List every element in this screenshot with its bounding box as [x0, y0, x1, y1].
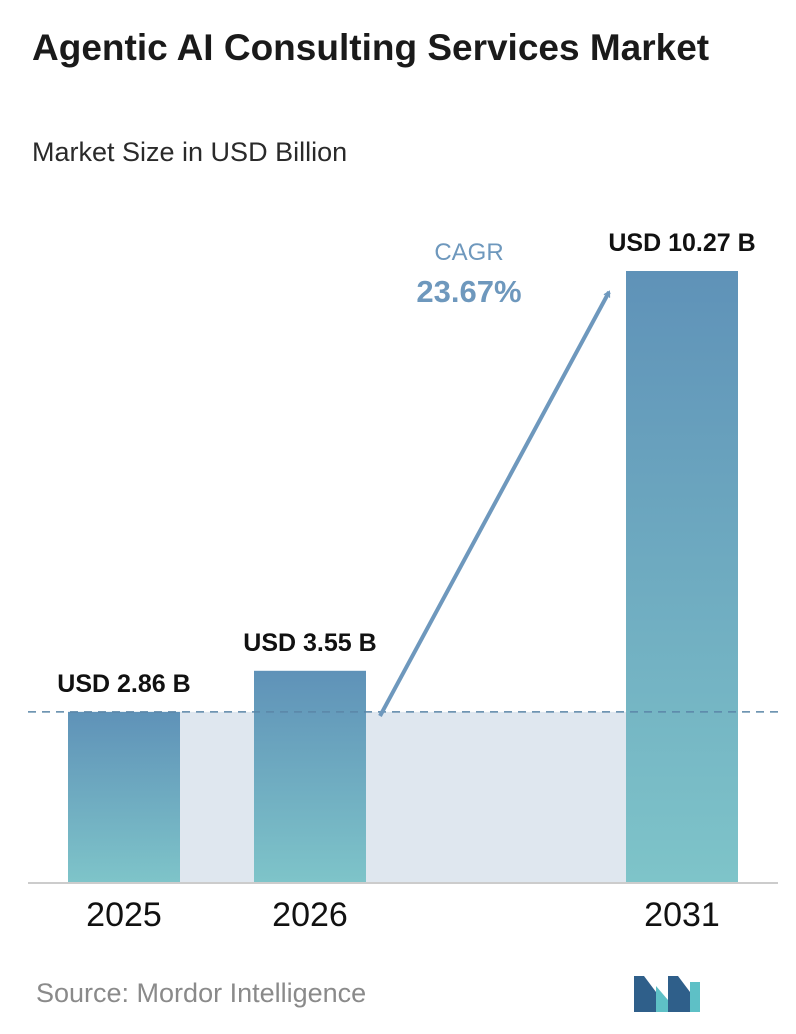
value-label-group: USD 2.86 B USD 3.55 B USD 10.27 B — [57, 229, 755, 698]
value-label-2026: USD 3.55 B — [243, 629, 376, 657]
baseline-band — [366, 711, 626, 882]
bar-2031 — [626, 271, 738, 882]
source-text: Source: Mordor Intelligence — [36, 978, 367, 1008]
x-tick-label-2025: 2025 — [86, 896, 162, 934]
cagr-arrow — [378, 290, 611, 717]
bar-2025 — [68, 711, 180, 882]
chart-title: Agentic AI Consulting Services Market — [32, 27, 710, 68]
chart-subtitle: Market Size in USD Billion — [32, 137, 348, 167]
bar-2026 — [254, 670, 366, 882]
baseline-band — [180, 711, 254, 882]
value-label-2025: USD 2.86 B — [57, 670, 190, 698]
x-tick-label-2026: 2026 — [272, 896, 348, 934]
mordor-intelligence-logo-icon — [634, 976, 700, 1012]
x-tick-label-group: 2025 2026 2031 — [86, 896, 720, 934]
bar-chart: USD 2.86 B USD 3.55 B USD 10.27 B 2025 2026… — [28, 229, 780, 934]
bar-group — [68, 271, 738, 882]
cagr-label: CAGR — [434, 239, 503, 266]
value-label-2031: USD 10.27 B — [608, 229, 755, 257]
baseline-band-group — [180, 711, 626, 882]
cagr-value: 23.67% — [416, 274, 521, 309]
x-tick-label-2031: 2031 — [644, 896, 720, 934]
